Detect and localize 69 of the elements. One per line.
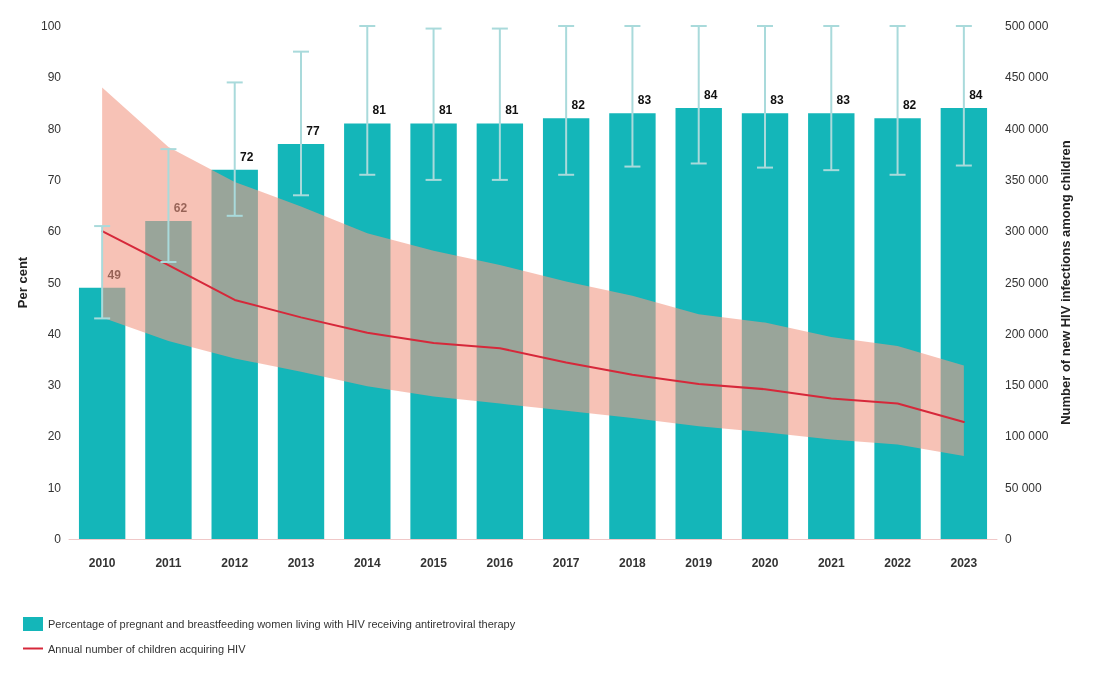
y2-tick-label: 500 000 [1005, 19, 1049, 33]
y-tick-label: 10 [47, 480, 62, 495]
data-label: 81 [372, 103, 387, 118]
y2-tick-label: 400 000 [1005, 121, 1049, 136]
y-axis-title: Per cent [15, 256, 30, 309]
bar [874, 118, 921, 539]
x-tick-label: 2022 [884, 556, 912, 570]
x-tick-label: 2017 [552, 556, 580, 570]
y-tick-label: 70 [47, 172, 62, 187]
x-tick-label: 2014 [353, 556, 381, 570]
y2-tick-label: 150 000 [1005, 378, 1049, 393]
x-tick-label: 2019 [685, 556, 713, 570]
data-label: 81 [505, 103, 519, 118]
data-label: 82 [571, 98, 586, 113]
bar [808, 113, 855, 539]
line-series [101, 230, 965, 424]
y-tick-label: 20 [47, 429, 62, 444]
x-tick-label: 2012 [221, 556, 249, 570]
y2-tick-label: 450 000 [1005, 70, 1049, 85]
y2-tick-label: 250 000 [1005, 275, 1049, 290]
bar [542, 118, 590, 539]
y2-tick-label: 300 000 [1005, 224, 1049, 239]
data-label: 49 [107, 267, 122, 282]
data-label: 62 [173, 200, 188, 215]
x-tick-label: 2020 [751, 556, 779, 570]
x-tick-label: 2013 [287, 556, 315, 570]
y-tick-label: 60 [47, 224, 62, 239]
data-label: 72 [240, 149, 254, 164]
y2-tick-label: 100 000 [1005, 429, 1049, 444]
y-tick-label: 0 [54, 532, 62, 546]
y2-tick-label: 50 000 [1005, 480, 1043, 495]
x-tick-label: 2016 [486, 556, 514, 570]
x-tick-label: 2023 [950, 556, 978, 570]
y-tick-label: 50 [47, 275, 62, 290]
data-label: 82 [902, 98, 917, 113]
bar [211, 169, 258, 539]
data-label: 83 [770, 93, 784, 108]
y-tick-label: 40 [47, 326, 62, 341]
bar [78, 287, 126, 539]
y2-axis-title: Number of new HIV infections among children [1058, 140, 1074, 425]
data-label: 83 [836, 93, 851, 108]
x-tick-label: 2010 [88, 556, 116, 570]
x-tick-label: 2018 [619, 556, 647, 570]
x-tick-label: 2015 [420, 556, 448, 570]
y2-tick-label: 0 [1005, 532, 1012, 546]
bar [277, 143, 325, 539]
data-label: 84 [704, 88, 718, 103]
legend-label: Annual number of children acquiring HIV [48, 642, 247, 655]
legend-label: Percentage of pregnant and breastfeeding women living with HIV receiving antiretroviral therapy [48, 618, 516, 630]
y-tick-label: 100 [40, 19, 62, 33]
data-label: 81 [438, 103, 453, 118]
y2-tick-label: 200 000 [1005, 326, 1049, 341]
bar [675, 108, 722, 539]
y-tick-label: 80 [47, 121, 62, 136]
data-label: 83 [637, 93, 652, 108]
x-tick-label: 2021 [817, 556, 845, 570]
bar [476, 123, 524, 539]
y2-tick-label: 350 000 [1005, 172, 1049, 187]
y-tick-label: 30 [47, 378, 62, 393]
y-tick-label: 90 [47, 70, 62, 85]
bar [410, 123, 457, 539]
x-tick-label: 2011 [155, 556, 182, 570]
bar [741, 113, 789, 539]
bar [145, 220, 192, 539]
data-label: 84 [969, 88, 983, 103]
bar [344, 123, 391, 539]
bar [940, 108, 988, 539]
data-label: 77 [306, 123, 320, 138]
bar [609, 113, 656, 539]
